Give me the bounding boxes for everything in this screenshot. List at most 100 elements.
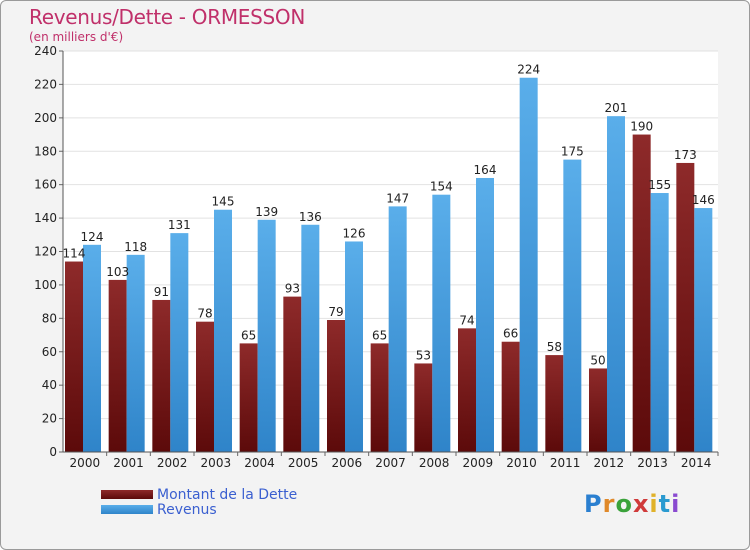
bar-revenus <box>301 224 320 452</box>
data-label-dette: 65 <box>372 328 387 342</box>
y-tick-label: 180 <box>34 144 57 158</box>
bar-dette <box>196 321 214 452</box>
y-tick-label: 60 <box>42 345 57 359</box>
proxiti-logo: Proxiti <box>584 490 680 518</box>
bar-dette <box>632 134 651 452</box>
bar-revenus <box>607 116 625 452</box>
x-tick-label: 2004 <box>244 456 275 470</box>
y-tick-label: 140 <box>34 211 57 225</box>
data-label-dette: 103 <box>106 265 129 279</box>
data-label-revenus: 145 <box>212 195 235 209</box>
data-label-revenus: 118 <box>124 240 147 254</box>
y-tick-label: 20 <box>42 412 57 426</box>
bar-revenus <box>214 209 232 452</box>
data-label-dette: 173 <box>674 148 697 162</box>
bar-revenus <box>650 193 669 453</box>
y-tick-label: 200 <box>34 111 57 125</box>
legend-item-dette: Montant de la Dette <box>101 486 298 503</box>
logo-letter: i <box>649 490 659 518</box>
data-label-dette: 93 <box>285 282 300 296</box>
bar-revenus <box>257 219 276 452</box>
logo-letter: t <box>658 490 672 518</box>
data-label-dette: 114 <box>63 247 86 261</box>
bar-revenus <box>432 194 451 453</box>
y-tick-label: 100 <box>34 278 57 292</box>
legend-swatch-dette <box>101 490 153 499</box>
legend-swatch-revenus <box>101 505 153 514</box>
data-label-dette: 58 <box>547 340 562 354</box>
logo-letter: x <box>632 490 650 518</box>
logo-letter: P <box>584 490 603 518</box>
bar-dette <box>676 162 695 452</box>
bar-revenus <box>476 177 494 452</box>
legend-label-dette: Montant de la Dette <box>157 486 298 503</box>
data-label-revenus: 147 <box>386 191 409 205</box>
bar-dette <box>327 320 345 452</box>
data-label-revenus: 154 <box>430 180 453 194</box>
bar-dette <box>501 341 520 452</box>
y-tick-label: 240 <box>34 44 57 58</box>
logo-letter: r <box>602 490 616 518</box>
y-tick-label: 80 <box>42 311 57 325</box>
data-label-revenus: 175 <box>561 145 584 159</box>
y-tick-label: 40 <box>42 378 57 392</box>
y-tick-label: 0 <box>49 445 57 459</box>
x-tick-label: 2008 <box>419 456 450 470</box>
y-tick-label: 160 <box>34 178 57 192</box>
x-tick-label: 2003 <box>201 456 232 470</box>
data-label-revenus: 126 <box>343 226 366 240</box>
x-tick-label: 2001 <box>113 456 144 470</box>
bar-dette <box>108 279 127 452</box>
bar-revenus <box>170 233 189 452</box>
data-label-revenus: 224 <box>517 63 540 77</box>
data-label-dette: 79 <box>328 305 343 319</box>
data-label-revenus: 139 <box>255 205 278 219</box>
bar-dette <box>545 355 564 452</box>
x-tick-label: 2011 <box>550 456 581 470</box>
data-label-dette: 91 <box>154 285 169 299</box>
x-tick-label: 2009 <box>463 456 494 470</box>
data-label-revenus: 146 <box>692 193 715 207</box>
x-tick-label: 2005 <box>288 456 319 470</box>
legend: Montant de la Dette Revenus <box>101 486 298 518</box>
x-tick-label: 2014 <box>681 456 712 470</box>
data-label-revenus: 131 <box>168 218 191 232</box>
legend-item-revenus: Revenus <box>101 501 297 518</box>
bar-revenus <box>694 208 713 452</box>
bar-dette <box>458 328 476 452</box>
chart-subtitle: (en milliers d'€) <box>29 30 124 44</box>
x-tick-label: 2000 <box>70 456 101 470</box>
x-tick-label: 2013 <box>637 456 668 470</box>
bar-revenus <box>126 254 145 452</box>
data-label-revenus: 201 <box>605 101 628 115</box>
data-label-dette: 74 <box>459 313 474 327</box>
data-label-dette: 66 <box>503 327 518 341</box>
bar-revenus <box>563 159 582 452</box>
bar-dette <box>589 368 607 452</box>
bar-dette <box>239 343 258 452</box>
data-label-revenus: 124 <box>81 230 104 244</box>
bar-revenus <box>388 206 407 452</box>
legend-label-revenus: Revenus <box>157 501 217 518</box>
data-label-dette: 65 <box>241 328 256 342</box>
x-tick-label: 2002 <box>157 456 188 470</box>
bar-revenus <box>83 244 101 452</box>
data-label-dette: 78 <box>197 307 212 321</box>
bar-dette <box>414 363 433 452</box>
data-label-revenus: 155 <box>648 178 671 192</box>
bar-dette <box>152 299 171 452</box>
y-tick-label: 120 <box>34 245 57 259</box>
bar-revenus <box>345 241 363 452</box>
bar-dette <box>370 343 389 452</box>
bar-revenus <box>519 77 538 452</box>
data-label-dette: 53 <box>416 348 431 362</box>
bar-dette <box>65 261 83 452</box>
logo-letter: o <box>615 490 633 518</box>
x-tick-label: 2007 <box>375 456 406 470</box>
data-label-dette: 50 <box>590 353 605 367</box>
x-tick-label: 2010 <box>506 456 537 470</box>
data-label-revenus: 136 <box>299 210 322 224</box>
chart-title: Revenus/Dette - ORMESSON <box>29 5 306 29</box>
